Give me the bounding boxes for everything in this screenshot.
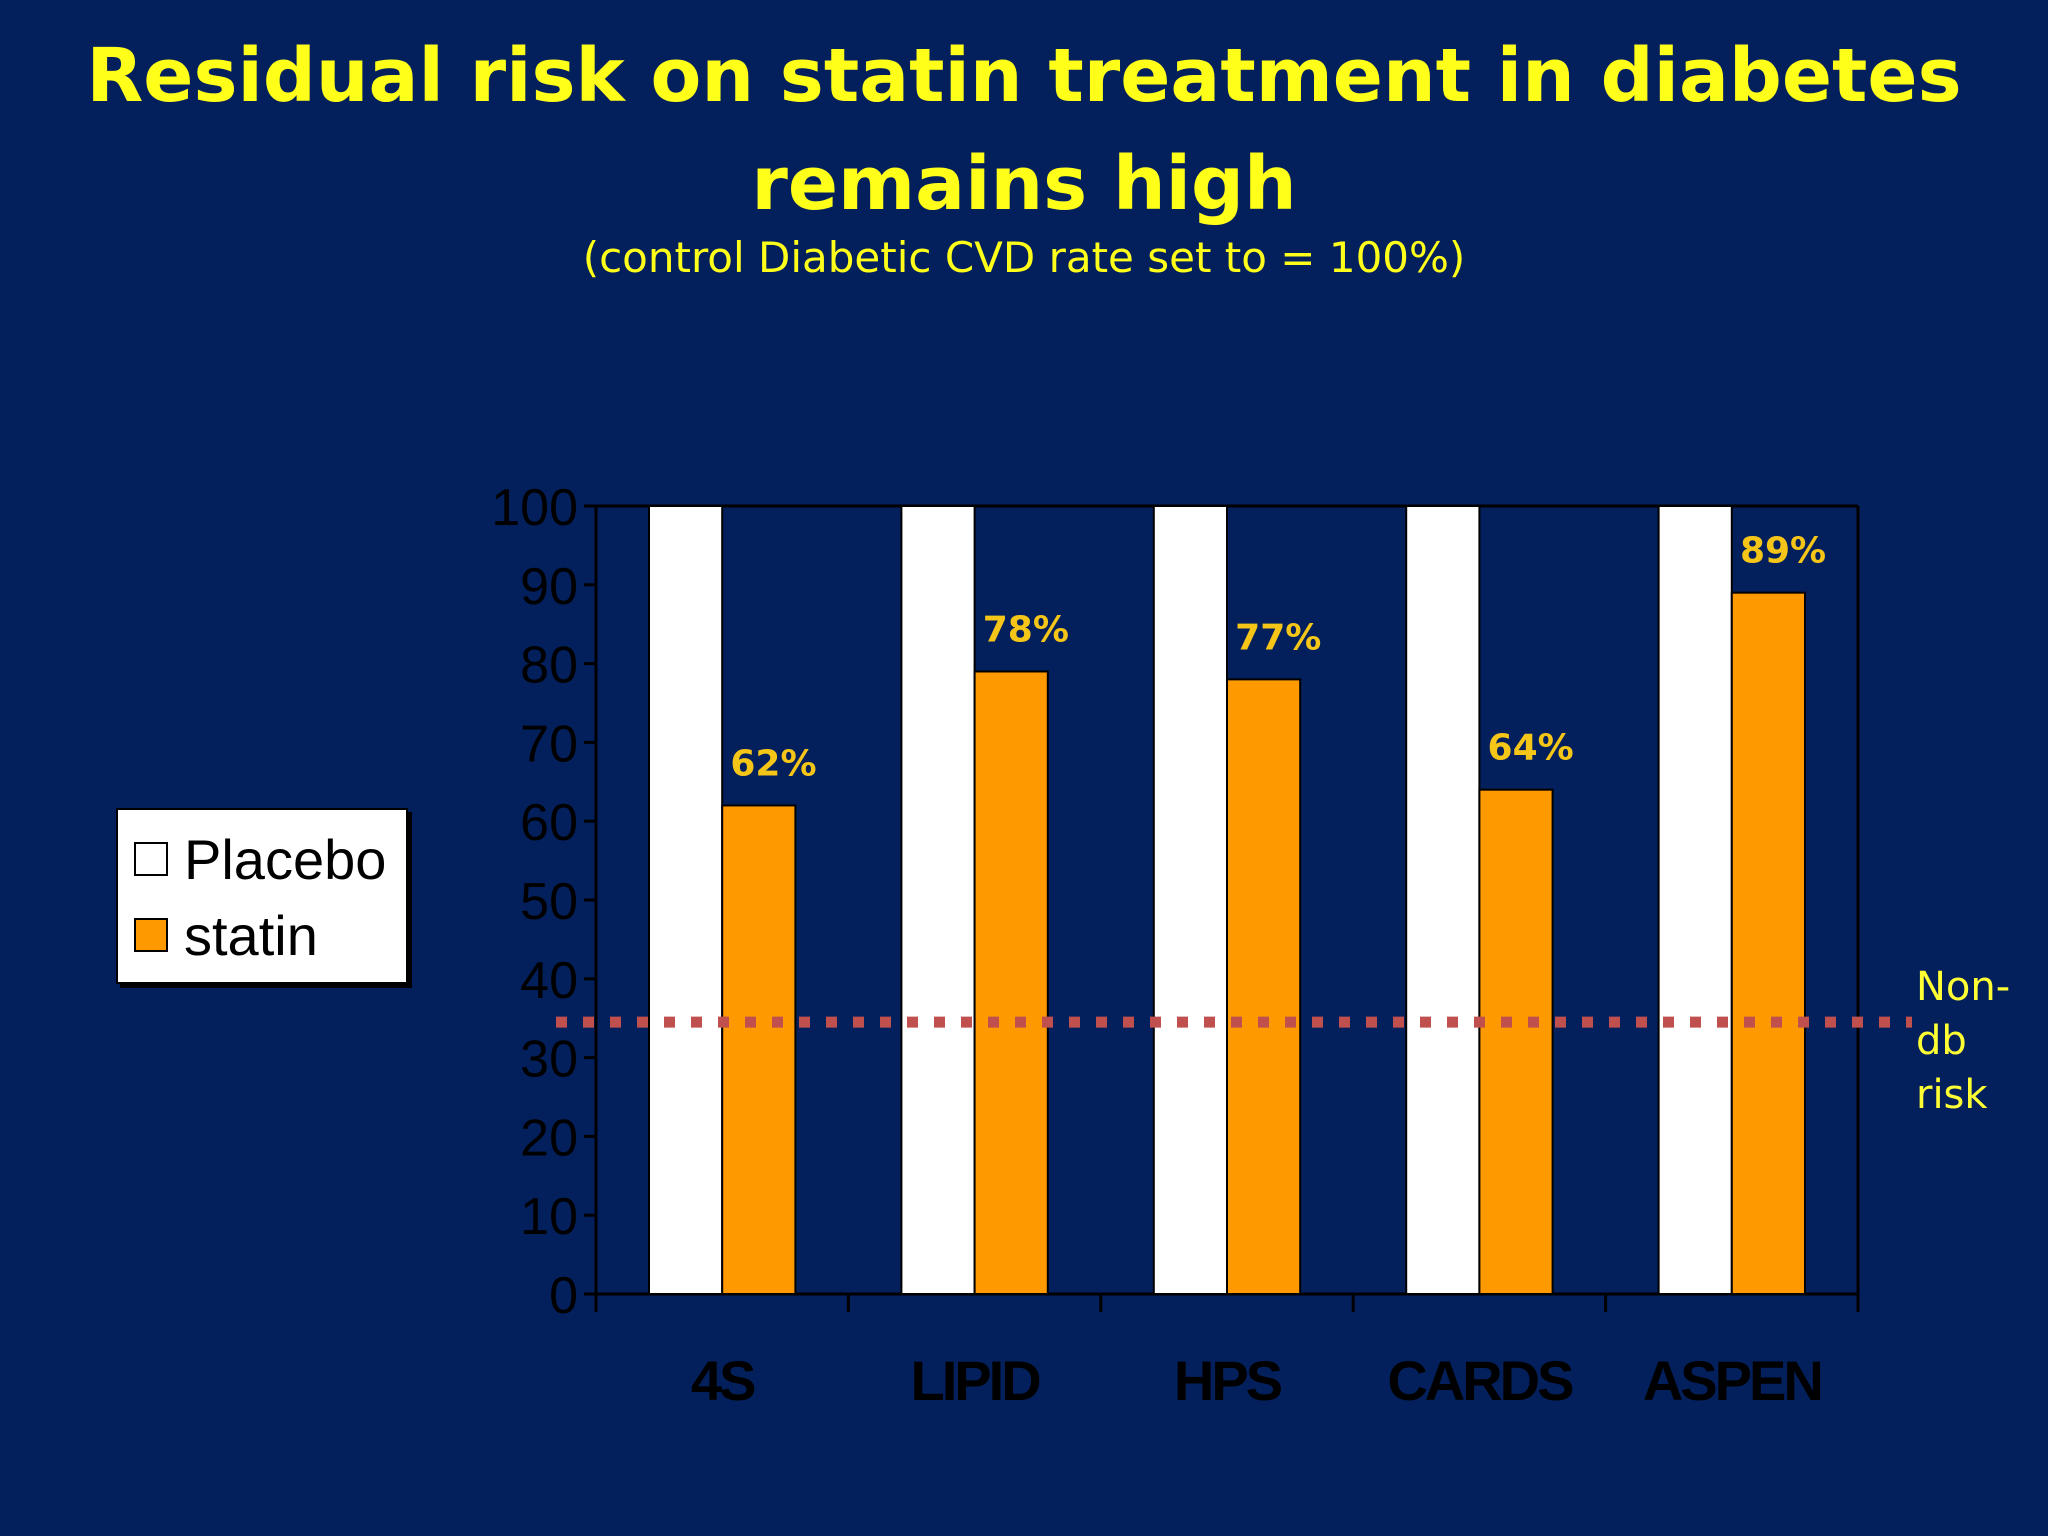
legend-label-placebo: Placebo [184, 827, 387, 891]
y-tick-label: 0 [549, 1267, 578, 1325]
legend-swatch-statin [134, 918, 168, 952]
y-tick-label: 70 [520, 715, 578, 773]
bar-statin [721, 804, 797, 1295]
x-category-label: ASPEN [1643, 1349, 1821, 1412]
y-tick-label: 40 [520, 952, 578, 1010]
slide-title: Residual risk on statin treatment in dia… [86, 33, 1962, 227]
data-label-statin: 77% [1235, 617, 1321, 658]
bar-placebo [648, 505, 724, 1295]
data-label-statin: 64% [1488, 728, 1574, 769]
chart-legend: Placebo statin [116, 808, 408, 984]
bar-placebo [1405, 505, 1481, 1295]
data-label-statin: 78% [983, 609, 1069, 650]
x-category-label: HPS [1174, 1349, 1282, 1412]
y-tick-label: 60 [520, 794, 578, 852]
y-tick-label: 100 [491, 479, 578, 537]
legend-swatch-placebo [134, 842, 168, 876]
bar-statin [1478, 788, 1554, 1295]
reference-label-line: risk [1916, 1072, 1988, 1118]
bar-placebo [1152, 505, 1228, 1295]
bar-placebo [900, 505, 976, 1295]
reference-line-label: Non- db risk [1916, 960, 2036, 1122]
data-label-statin: 62% [730, 743, 816, 784]
slide-subtitle: (control Diabetic CVD rate set to = 100%… [582, 233, 1466, 282]
data-label-statin: 89% [1740, 531, 1826, 572]
x-category-label: 4S [691, 1349, 755, 1412]
reference-label-line: Non- [1916, 964, 2011, 1010]
bar-statin [1730, 591, 1806, 1295]
x-category-label: CARDS [1387, 1349, 1573, 1412]
bar-statin [1226, 678, 1302, 1295]
bar-statin [973, 670, 1049, 1295]
y-tick-label: 10 [520, 1188, 578, 1246]
y-tick-label: 30 [520, 1031, 578, 1089]
legend-item-placebo: Placebo [134, 824, 386, 894]
y-tick-label: 50 [520, 873, 578, 931]
y-tick-label: 80 [520, 637, 578, 695]
x-category-label: LIPID [911, 1349, 1041, 1412]
y-tick-label: 90 [520, 558, 578, 616]
reference-label-line: db [1916, 1018, 1967, 1064]
bar-placebo [1657, 505, 1733, 1295]
legend-item-statin: statin [134, 900, 318, 970]
legend-label-statin: statin [184, 903, 318, 967]
y-tick-label: 20 [520, 1109, 578, 1167]
